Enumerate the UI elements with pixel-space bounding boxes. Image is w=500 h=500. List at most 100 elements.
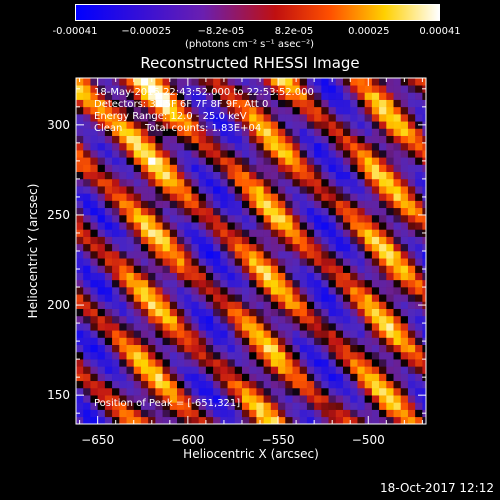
heatmap-cell [76, 387, 84, 396]
heatmap-cell [415, 323, 423, 331]
heatmap-cell [191, 164, 199, 173]
heatmap-cell [314, 200, 322, 209]
heatmap-cell [422, 186, 427, 194]
heatmap-cell [371, 279, 380, 288]
heatmap-cell [241, 121, 250, 129]
heatmap-cell [321, 330, 329, 338]
heatmap-cell [133, 214, 142, 223]
heatmap-cell [379, 265, 387, 273]
heatmap-cell [343, 178, 351, 187]
heatmap-cell [97, 359, 106, 367]
heatmap-cell [306, 366, 315, 374]
heatmap-cell [292, 207, 301, 216]
heatmap-cell [249, 229, 257, 237]
heatmap-cell [256, 236, 264, 245]
heatmap-cell [422, 150, 427, 158]
heatmap-cell [299, 243, 308, 252]
heatmap-cell [415, 308, 423, 317]
heatmap-cell [263, 207, 272, 216]
heatmap-cell [191, 344, 199, 353]
heatmap-cell [162, 135, 171, 144]
heatmap-cell [184, 92, 192, 100]
heatmap-cell [162, 315, 171, 324]
heatmap-cell [270, 178, 279, 187]
heatmap-cell [335, 416, 344, 425]
heatmap-cell [407, 294, 416, 302]
heatmap-cell [83, 142, 91, 151]
heatmap-cell [415, 330, 423, 338]
x-tick-label: −650 [81, 433, 114, 447]
heatmap-cell [328, 135, 337, 144]
heatmap-cell [350, 178, 358, 187]
heatmap-cell [285, 366, 293, 374]
heatmap-cell [400, 315, 409, 324]
heatmap-cell [184, 135, 192, 144]
heatmap-cell [227, 359, 236, 367]
heatmap-cell [422, 258, 427, 266]
heatmap-cell [314, 265, 322, 273]
heatmap-cell [234, 171, 243, 180]
heatmap-cell [198, 409, 207, 418]
heatmap-cell [140, 106, 149, 115]
heatmap-cell [241, 402, 250, 410]
heatmap-cell [379, 359, 387, 367]
heatmap-cell [292, 186, 301, 194]
heatmap-cell [379, 193, 387, 201]
heatmap-cell [343, 114, 351, 122]
heatmap-cell [343, 128, 351, 136]
heatmap-cell [306, 265, 315, 273]
heatmap-cell [119, 351, 127, 360]
heatmap-cell [213, 236, 221, 245]
heatmap-cell [241, 106, 250, 115]
heatmap-cell [155, 99, 163, 108]
heatmap-cell [155, 258, 163, 266]
heatmap-cell [292, 142, 301, 151]
heatmap-cell [198, 351, 207, 360]
heatmap-cell [97, 200, 106, 209]
heatmap-cell [104, 380, 113, 389]
heatmap-cell [220, 323, 228, 331]
heatmap-cell [249, 251, 257, 259]
heatmap-cell [184, 251, 192, 259]
heatmap-cell [328, 150, 337, 158]
heatmap-cell [379, 330, 387, 338]
heatmap-cell [371, 294, 380, 302]
heatmap-cell [350, 315, 358, 324]
heatmap-cell [155, 272, 163, 281]
heatmap-cell [234, 308, 243, 317]
heatmap-cell [155, 287, 163, 295]
heatmap-cell [364, 387, 373, 396]
heatmap-cell [379, 200, 387, 209]
heatmap-cell [126, 359, 135, 367]
heatmap-cell [364, 236, 373, 245]
heatmap-cell [184, 395, 192, 403]
heatmap-cell [371, 214, 380, 223]
heatmap-cell [191, 186, 199, 194]
heatmap-cell [155, 135, 163, 144]
heatmap-cell [292, 200, 301, 209]
heatmap-cell [148, 373, 156, 382]
heatmap-cell [169, 157, 178, 165]
heatmap-cell [119, 178, 127, 187]
heatmap-cell [256, 164, 264, 173]
heatmap-cell [335, 114, 344, 122]
heatmap-cell [393, 229, 402, 237]
heatmap-cell [162, 258, 171, 266]
heatmap-cell [263, 315, 272, 324]
heatmap-cell [314, 106, 322, 115]
heatmap-cell [97, 222, 106, 230]
heatmap-cell [184, 265, 192, 273]
heatmap-cell [306, 258, 315, 266]
heatmap-cell [270, 236, 279, 245]
heatmap-cell [177, 308, 185, 317]
heatmap-cell [104, 171, 113, 180]
heatmap-cell [285, 409, 293, 418]
heatmap-cell [270, 402, 279, 410]
heatmap-cell [422, 416, 427, 425]
heatmap-cell [299, 387, 308, 396]
heatmap-cell [285, 330, 293, 338]
heatmap-cell [407, 258, 416, 266]
heatmap-cell [335, 99, 344, 108]
heatmap-cell [343, 301, 351, 309]
